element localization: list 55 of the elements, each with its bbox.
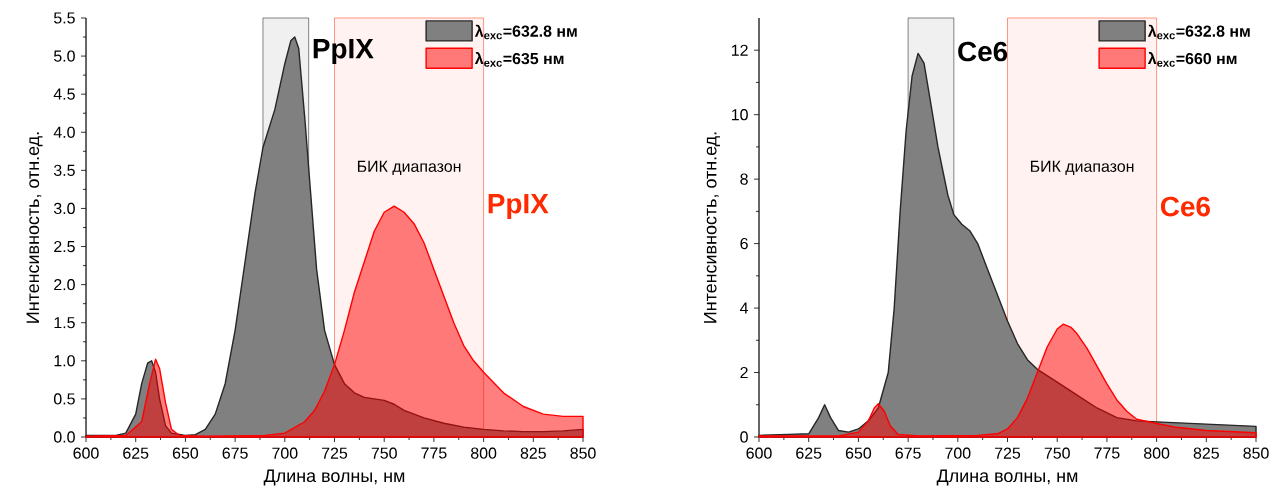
annotation: Ce6 bbox=[958, 41, 1008, 62]
x-tick-label: 675 bbox=[895, 447, 921, 459]
x-tick-label: 825 bbox=[1193, 447, 1219, 459]
x-tick-label: 825 bbox=[520, 447, 546, 459]
y-tick-label: 1.0 bbox=[54, 355, 75, 367]
x-tick-label: 800 bbox=[1144, 447, 1170, 459]
y-tick-label: 3.5 bbox=[53, 164, 75, 176]
y-tick-label: 2.5 bbox=[54, 240, 75, 253]
y-tick-label: 4.5 bbox=[53, 88, 75, 100]
x-tick-label: 650 bbox=[172, 447, 199, 459]
y-tick-label: 3.0 bbox=[53, 202, 75, 215]
y-tick-label: 10 bbox=[731, 109, 748, 121]
annotation: PpIX bbox=[488, 194, 549, 220]
y-tick-label: 5.5 bbox=[53, 12, 75, 24]
legend-label: λ$_{exc}$=635 нм bbox=[474, 52, 564, 67]
y-axis-title: Интенсивность, отн.ед. bbox=[26, 132, 43, 323]
y-tick-label: 0 bbox=[740, 431, 748, 443]
y-tick-label: 8 bbox=[740, 173, 748, 185]
x-tick-label: 725 bbox=[995, 447, 1021, 459]
y-tick-label: 0.0 bbox=[53, 431, 75, 443]
band-label: БИК диапазон bbox=[1030, 160, 1134, 175]
y-tick-label: 1.5 bbox=[54, 317, 75, 329]
x-tick-label: 775 bbox=[421, 447, 447, 459]
x-tick-label: 675 bbox=[222, 447, 248, 459]
x-tick-label: 625 bbox=[796, 447, 822, 459]
band-label: БИК диапазон bbox=[357, 160, 461, 176]
legend-label: λ$_{exc}$=632.8 нм bbox=[474, 24, 577, 40]
x-tick-label: 600 bbox=[73, 447, 99, 459]
x-tick-label: 800 bbox=[471, 447, 497, 459]
legend-label: λ$_{exc}$=660 нм bbox=[1147, 52, 1237, 67]
x-tick-label: 650 bbox=[845, 447, 872, 459]
y-tick-label: 12 bbox=[731, 44, 748, 56]
y-axis-title: Интенсивность, отн.ед. bbox=[704, 132, 720, 323]
annotation: Ce6 bbox=[1160, 196, 1210, 217]
y-tick-label: 0.5 bbox=[53, 393, 75, 405]
x-axis-title: Длина волны, нм bbox=[936, 469, 1078, 486]
y-tick-label: 4.0 bbox=[53, 126, 75, 138]
x-tick-label: 725 bbox=[322, 447, 348, 459]
x-tick-label: 850 bbox=[1243, 447, 1269, 459]
x-tick-label: 750 bbox=[371, 447, 397, 459]
y-tick-label: 4 bbox=[739, 302, 749, 314]
y-tick-label: 2.0 bbox=[54, 278, 75, 291]
annotation: PpIX bbox=[313, 39, 374, 64]
y-tick-label: 6 bbox=[740, 237, 748, 250]
x-tick-label: 600 bbox=[746, 447, 772, 459]
legend-label: λ$_{exc}$=632.8 нм bbox=[1147, 24, 1250, 40]
x-tick-label: 700 bbox=[272, 447, 298, 459]
y-tick-label: 2 bbox=[740, 366, 748, 379]
x-axis-title: Длина волны, нм bbox=[263, 469, 405, 486]
x-tick-label: 775 bbox=[1094, 447, 1120, 459]
x-tick-label: 625 bbox=[123, 447, 149, 459]
y-tick-label: 5.0 bbox=[53, 50, 75, 62]
x-tick-label: 750 bbox=[1044, 447, 1070, 459]
x-tick-label: 700 bbox=[945, 447, 971, 459]
x-tick-label: 850 bbox=[570, 447, 596, 459]
